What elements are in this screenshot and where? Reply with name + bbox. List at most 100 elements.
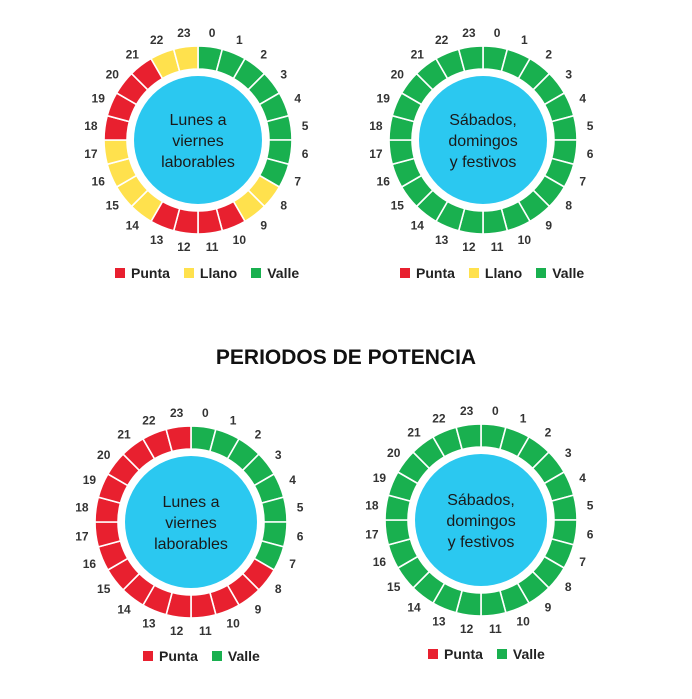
hour-label-2: 2 [545, 47, 552, 61]
legend-label: Valle [267, 265, 300, 281]
hour-label-10: 10 [516, 615, 530, 629]
hour-label-2: 2 [545, 426, 552, 440]
legend-label: Punta [159, 648, 198, 664]
hour-label-3: 3 [280, 67, 287, 81]
legend-label: Llano [484, 265, 523, 281]
hour-label-1: 1 [520, 411, 527, 425]
center-label-line-1: viernes [172, 133, 224, 150]
hour-label-3: 3 [565, 67, 572, 81]
hour-label-15: 15 [106, 199, 120, 213]
hour-label-22: 22 [142, 413, 156, 427]
hour-label-12: 12 [177, 240, 191, 254]
hour-label-17: 17 [369, 147, 383, 161]
hour-label-20: 20 [97, 448, 111, 462]
hour-label-4: 4 [579, 92, 586, 106]
legend-weekday-energy: Punta Llano Valle [115, 265, 313, 281]
hour-label-10: 10 [518, 233, 532, 247]
legend-item-valle: Valle [251, 265, 299, 281]
legend-weekday-power: Punta Valle [143, 648, 274, 664]
hour-label-15: 15 [387, 580, 401, 594]
center-disc [125, 456, 257, 588]
hour-label-21: 21 [407, 426, 421, 440]
hour-label-4: 4 [289, 473, 296, 487]
legend-swatch [536, 268, 547, 278]
hour-label-17: 17 [365, 527, 379, 541]
hour-label-10: 10 [226, 617, 240, 631]
hour-label-2: 2 [255, 428, 262, 442]
hour-label-0: 0 [494, 26, 501, 40]
legend-label: Punta [444, 646, 483, 662]
hour-label-12: 12 [170, 624, 184, 638]
hour-label-3: 3 [565, 446, 572, 460]
hour-label-1: 1 [236, 33, 243, 47]
hour-label-19: 19 [83, 473, 97, 487]
center-label-line-0: Lunes a [163, 494, 220, 511]
hour-label-5: 5 [587, 119, 594, 133]
legend-item-valle: Valle [211, 648, 260, 664]
hour-label-7: 7 [579, 555, 586, 569]
legend-item-punta: Punta [115, 265, 170, 281]
hour-label-17: 17 [84, 147, 98, 161]
hour-label-23: 23 [170, 406, 184, 420]
hour-label-16: 16 [373, 555, 387, 569]
hour-label-5: 5 [297, 501, 304, 515]
hour-label-11: 11 [489, 622, 502, 636]
hour-label-21: 21 [411, 47, 425, 61]
legend-item-llano: Llano [183, 265, 238, 281]
center-label-line-0: Sábados, [449, 112, 517, 129]
legend-item-valle: Valle [536, 265, 584, 281]
hour-label-18: 18 [84, 119, 98, 133]
hour-label-6: 6 [297, 529, 304, 543]
hour-label-19: 19 [92, 92, 106, 106]
hour-label-7: 7 [289, 557, 296, 571]
hour-label-8: 8 [565, 580, 572, 594]
legend-weekend-energy: Punta Llano Valle [400, 265, 598, 281]
hour-label-20: 20 [391, 67, 405, 81]
hour-label-6: 6 [587, 527, 594, 541]
legend-swatch [400, 268, 410, 278]
hour-label-4: 4 [294, 92, 301, 106]
hour-label-16: 16 [83, 557, 97, 571]
hour-label-17: 17 [75, 529, 89, 543]
hour-label-13: 13 [150, 233, 164, 247]
legend-swatch [251, 268, 262, 278]
hour-label-14: 14 [117, 602, 131, 616]
hour-label-23: 23 [462, 26, 476, 40]
hour-label-11: 11 [199, 624, 212, 638]
hour-label-9: 9 [545, 219, 552, 233]
hour-label-0: 0 [209, 26, 216, 40]
center-label-line-2: laborables [161, 154, 235, 171]
hour-label-0: 0 [492, 404, 499, 418]
center-label-line-2: laborables [154, 536, 228, 553]
hour-label-7: 7 [579, 174, 586, 188]
center-disc [419, 76, 547, 204]
legend-swatch [183, 268, 194, 278]
center-label-line-1: domingos [446, 513, 515, 530]
hour-label-12: 12 [460, 622, 474, 636]
hour-label-14: 14 [126, 219, 140, 233]
legend-item-punta: Punta [400, 265, 455, 281]
legend-label: Valle [512, 646, 545, 662]
hour-label-14: 14 [411, 219, 425, 233]
center-label-line-0: Sábados, [447, 492, 515, 509]
hour-label-13: 13 [435, 233, 449, 247]
hour-label-23: 23 [460, 404, 474, 418]
legend-swatch [211, 651, 222, 661]
legend-item-valle: Valle [496, 646, 545, 662]
center-label-line-1: viernes [165, 515, 217, 532]
center-label-line-2: y festivos [448, 534, 515, 551]
hour-label-14: 14 [407, 600, 421, 614]
hour-label-2: 2 [260, 47, 267, 61]
hour-label-16: 16 [377, 174, 391, 188]
legend-label: Punta [416, 265, 455, 281]
hour-label-19: 19 [373, 471, 387, 485]
hour-label-5: 5 [587, 499, 594, 513]
hour-label-16: 16 [92, 174, 106, 188]
hour-label-18: 18 [365, 499, 379, 513]
hour-label-11: 11 [206, 240, 219, 254]
legend-label: Llano [199, 265, 238, 281]
hour-label-5: 5 [302, 119, 309, 133]
hour-label-20: 20 [106, 67, 120, 81]
